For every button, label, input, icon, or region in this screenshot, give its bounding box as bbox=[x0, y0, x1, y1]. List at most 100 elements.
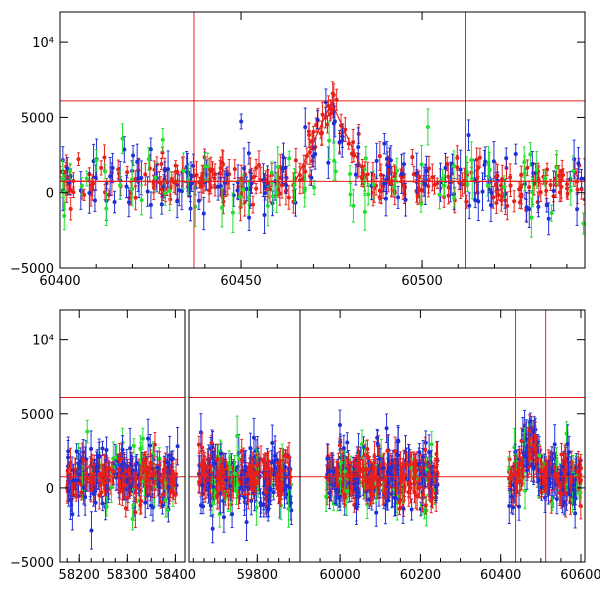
data-point bbox=[76, 153, 80, 166]
y-tick-label: −5000 bbox=[10, 556, 54, 571]
data-point bbox=[197, 436, 201, 453]
data-point bbox=[254, 184, 258, 194]
data-point bbox=[140, 185, 144, 215]
data-point bbox=[149, 192, 153, 218]
data-point bbox=[69, 198, 73, 220]
x-tick-label: 60200 bbox=[400, 568, 441, 583]
data-point bbox=[159, 159, 163, 170]
data-point bbox=[452, 189, 456, 207]
data-point bbox=[124, 175, 128, 197]
data-point bbox=[85, 420, 89, 443]
data-point bbox=[125, 166, 129, 178]
data-point bbox=[348, 166, 352, 183]
data-point bbox=[303, 108, 307, 146]
y-tick-label: 0 bbox=[46, 482, 54, 497]
data-point bbox=[89, 512, 93, 549]
data-point bbox=[575, 193, 579, 226]
x-tick-label: 58300 bbox=[107, 568, 148, 583]
x-tick-label: 58400 bbox=[155, 568, 196, 583]
data-point bbox=[467, 193, 471, 219]
data-point bbox=[517, 493, 521, 520]
data-point bbox=[251, 196, 255, 213]
data-point bbox=[101, 441, 105, 455]
data-point bbox=[326, 147, 330, 178]
data-point bbox=[396, 186, 400, 208]
data-point bbox=[467, 120, 471, 150]
data-point bbox=[232, 184, 236, 206]
data-point bbox=[102, 145, 106, 170]
data-point bbox=[211, 515, 215, 543]
data-point bbox=[189, 196, 193, 220]
x-tick-label: 58200 bbox=[59, 568, 100, 583]
data-point bbox=[465, 177, 469, 191]
data-point bbox=[470, 159, 474, 199]
data-point bbox=[375, 143, 379, 178]
series-blue bbox=[61, 89, 587, 235]
data-point bbox=[201, 499, 205, 513]
data-point bbox=[349, 183, 353, 205]
data-point bbox=[197, 192, 201, 209]
y-tick-label: 5000 bbox=[21, 111, 54, 126]
data-point bbox=[222, 502, 226, 533]
data-point bbox=[426, 109, 430, 145]
data-point bbox=[453, 188, 457, 213]
x-tick-label: 60000 bbox=[319, 568, 360, 583]
bottom-frame bbox=[300, 310, 585, 562]
y-tick-label: 5000 bbox=[21, 408, 54, 423]
data-point bbox=[233, 160, 237, 179]
segment-0 bbox=[65, 419, 179, 549]
x-tick-label: 60600 bbox=[560, 568, 600, 583]
y-tick-label: 0 bbox=[46, 187, 54, 202]
segment-1 bbox=[197, 414, 293, 543]
data-point bbox=[239, 114, 243, 129]
data-point bbox=[93, 190, 97, 212]
data-point bbox=[481, 173, 485, 210]
segment-2 bbox=[324, 410, 583, 528]
data-point bbox=[504, 148, 508, 168]
data-point bbox=[99, 161, 103, 175]
bottom-frame bbox=[189, 310, 300, 562]
data-point bbox=[424, 495, 428, 526]
data-point bbox=[149, 496, 153, 515]
data-point bbox=[366, 184, 370, 205]
x-tick-label: 60450 bbox=[220, 274, 261, 289]
data-point bbox=[94, 165, 98, 190]
data-point bbox=[103, 164, 107, 178]
y-tick-label: 10⁴ bbox=[32, 334, 54, 349]
y-tick-label: 10⁴ bbox=[32, 36, 54, 51]
data-point bbox=[536, 197, 540, 217]
data-point bbox=[134, 186, 138, 210]
data-point bbox=[382, 133, 386, 153]
data-point bbox=[385, 414, 389, 443]
data-point bbox=[473, 193, 477, 208]
y-tick-label: −5000 bbox=[10, 262, 54, 277]
data-point bbox=[94, 150, 98, 172]
data-point bbox=[503, 180, 507, 209]
data-point bbox=[312, 181, 316, 195]
top-frame bbox=[60, 12, 585, 268]
data-point bbox=[483, 147, 487, 176]
x-tick-label: 60500 bbox=[401, 274, 442, 289]
data-point bbox=[505, 192, 509, 220]
data-point bbox=[202, 197, 206, 229]
data-point bbox=[259, 498, 263, 513]
data-point bbox=[363, 194, 367, 231]
bottom-panel: 58200 58300 58400 −5000 0 5000 10⁴ 59800 60000 60… bbox=[10, 310, 600, 583]
data-point bbox=[577, 158, 581, 172]
data-point bbox=[132, 439, 136, 453]
data-point bbox=[410, 150, 414, 165]
data-point bbox=[482, 151, 486, 180]
data-point bbox=[287, 151, 291, 166]
data-point bbox=[231, 193, 235, 233]
data-point bbox=[307, 124, 311, 139]
data-point bbox=[512, 191, 516, 212]
data-point bbox=[113, 191, 117, 212]
x-tick-label: 59800 bbox=[237, 568, 278, 583]
data-point bbox=[263, 197, 267, 234]
data-point bbox=[313, 139, 317, 169]
data-point bbox=[514, 144, 518, 164]
data-point bbox=[254, 159, 258, 176]
x-tick-label: 60400 bbox=[480, 568, 521, 583]
